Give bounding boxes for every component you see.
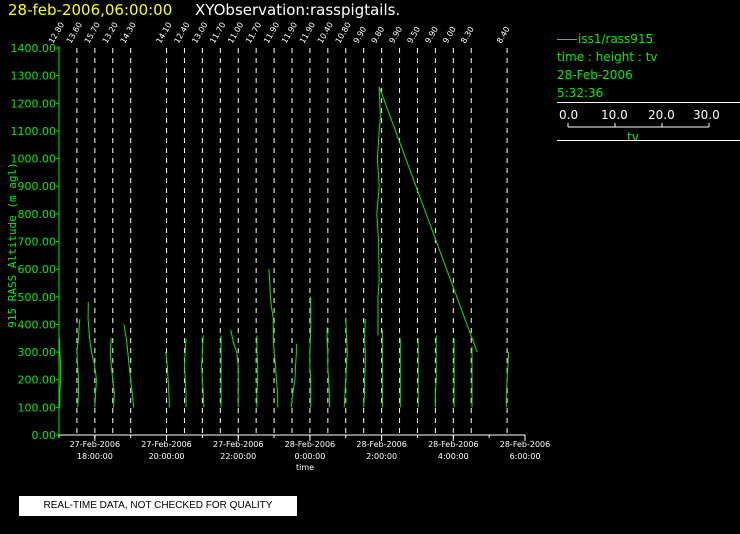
grid xyxy=(58,48,508,435)
surface-value-label: 9.50 xyxy=(405,25,422,45)
quality-notice: REAL-TIME DATA, NOT CHECKED FOR QUALITY xyxy=(19,496,297,516)
x-tick-date-label: 27-Feb-2006 xyxy=(141,440,191,449)
profile-line xyxy=(109,338,115,408)
surface-value-label: 11.00 xyxy=(226,21,245,45)
profile-line xyxy=(434,335,437,408)
legend-description: time : height : tv xyxy=(557,50,658,64)
surface-value-label: 9.90 xyxy=(387,25,404,45)
y-tick-label: 600.00 xyxy=(18,263,57,276)
surface-value-label: 13.00 xyxy=(190,21,209,45)
surface-value-label: 11.90 xyxy=(298,21,317,45)
chart-title: XYObservation:rasspigtails. xyxy=(195,1,401,19)
y-tick-label: 1300.00 xyxy=(11,70,57,83)
x-tick-date-label: 28-Feb-2006 xyxy=(356,440,406,449)
profile-line xyxy=(256,335,259,408)
observation-datetime: 28-feb-2006,06:00:00 xyxy=(8,1,173,19)
legend: iss1/rass915 time : height : tv 28-Feb-2… xyxy=(557,30,740,103)
x-tick-time-label: 2:00:00 xyxy=(366,452,397,461)
profile-line xyxy=(165,352,170,408)
legend-bottom-divider xyxy=(557,140,740,141)
profile-line xyxy=(76,318,81,408)
x-tick-date-label: 27-Feb-2006 xyxy=(70,440,120,449)
surface-value-label: 11.70 xyxy=(244,21,263,45)
surface-value-label: 8.40 xyxy=(495,25,512,45)
y-tick-label: 800.00 xyxy=(18,208,57,221)
profile-line xyxy=(309,296,312,408)
y-axis-label: 915 RASS Altitude (m agl) xyxy=(6,162,19,328)
profile-line xyxy=(59,338,62,408)
surface-value-label: 13.20 xyxy=(101,21,120,45)
axes xyxy=(58,46,525,436)
y-tick-label: 100.00 xyxy=(18,401,57,414)
legend-line-swatch xyxy=(557,39,577,40)
surface-value-label: 9.90 xyxy=(423,25,440,45)
surface-value-label: 8.30 xyxy=(459,25,476,45)
profile-line xyxy=(343,318,348,408)
tv-scale-label: tv xyxy=(627,130,639,144)
y-ticks: 0.00 100.00 200.00 300.00 400.00 500.00 600.00… xyxy=(11,42,59,442)
x-tick-date-label: 28-Feb-2006 xyxy=(428,440,478,449)
x-tick-time-label: 0:00:00 xyxy=(295,452,326,461)
surface-value-label: 12.80 xyxy=(47,21,66,45)
profile-line xyxy=(326,327,330,408)
legend-series-label: iss1/rass915 xyxy=(578,32,654,46)
x-axis-label: time xyxy=(296,463,314,472)
x-tick-time-label: 20:00:00 xyxy=(149,452,185,461)
legend-date: 28-Feb-2006 xyxy=(557,68,633,82)
profile-line xyxy=(363,318,366,408)
legend-divider xyxy=(557,102,740,103)
x-tick-time-label: 18:00:00 xyxy=(77,452,113,461)
x-ticks: 27-Feb-2006 18:00:00 27-Feb-2006 20:00:00 27… xyxy=(58,435,550,461)
y-tick-label: 1200.00 xyxy=(11,97,57,110)
spike-line xyxy=(376,86,478,353)
legend-series: iss1/rass915 xyxy=(557,30,740,48)
x-tick-date-label: 27-Feb-2006 xyxy=(213,440,263,449)
x-tick-time-label: 22:00:00 xyxy=(220,452,256,461)
surface-value-label: 11.90 xyxy=(280,21,299,45)
y-tick-label: 1400.00 xyxy=(11,42,57,55)
surface-value-label: 9.90 xyxy=(352,25,369,45)
surface-value-label: 9.80 xyxy=(370,25,387,45)
y-tick-label: 0.00 xyxy=(32,429,57,442)
profile-line xyxy=(87,302,97,408)
surface-value-label: 12.40 xyxy=(172,21,191,45)
surface-value-label: 14.30 xyxy=(119,21,138,45)
surface-value-label: 13.60 xyxy=(65,21,84,45)
surface-value-label: 11.90 xyxy=(262,21,281,45)
legend-time: 5:32:36 xyxy=(557,86,604,100)
tv-scale: 0.0 10.0 20.0 30.0 xyxy=(559,108,720,128)
surface-value-label: 15.70 xyxy=(83,21,102,45)
scale-tick-label: 20.0 xyxy=(648,108,675,122)
y-tick-label: 200.00 xyxy=(18,374,57,387)
profile-line xyxy=(201,335,205,408)
scale-tick-label: 30.0 xyxy=(693,108,720,122)
y-tick-label: 900.00 xyxy=(18,180,57,193)
surface-value-label: 9.00 xyxy=(441,25,458,45)
y-tick-label: 400.00 xyxy=(18,318,57,331)
x-tick-time-label: 4:00:00 xyxy=(438,452,469,461)
y-tick-label: 1000.00 xyxy=(11,153,57,166)
profile-line xyxy=(183,338,187,408)
y-tick-label: 500.00 xyxy=(18,291,57,304)
x-tick-date-label: 28-Feb-2006 xyxy=(500,440,550,449)
profile-series xyxy=(59,86,510,408)
y-tick-label: 300.00 xyxy=(18,346,57,359)
x-tick-time-label: 6:00:00 xyxy=(510,452,541,461)
profile-line xyxy=(230,329,239,408)
scale-tick-label: 0.0 xyxy=(559,108,578,122)
surface-value-label: 11.70 xyxy=(208,21,227,45)
y-tick-label: 700.00 xyxy=(18,236,57,249)
profile-line xyxy=(123,324,135,408)
surface-value-label: 10.40 xyxy=(316,21,335,45)
x-tick-date-label: 28-Feb-2006 xyxy=(285,440,335,449)
y-tick-label: 1100.00 xyxy=(11,125,57,138)
scale-tick-label: 10.0 xyxy=(601,108,628,122)
profile-line xyxy=(505,352,510,408)
surface-value-label: 14.10 xyxy=(154,21,173,45)
profile-line xyxy=(268,269,279,408)
surface-value-label: 10.80 xyxy=(334,21,353,45)
profile-line xyxy=(290,343,297,408)
